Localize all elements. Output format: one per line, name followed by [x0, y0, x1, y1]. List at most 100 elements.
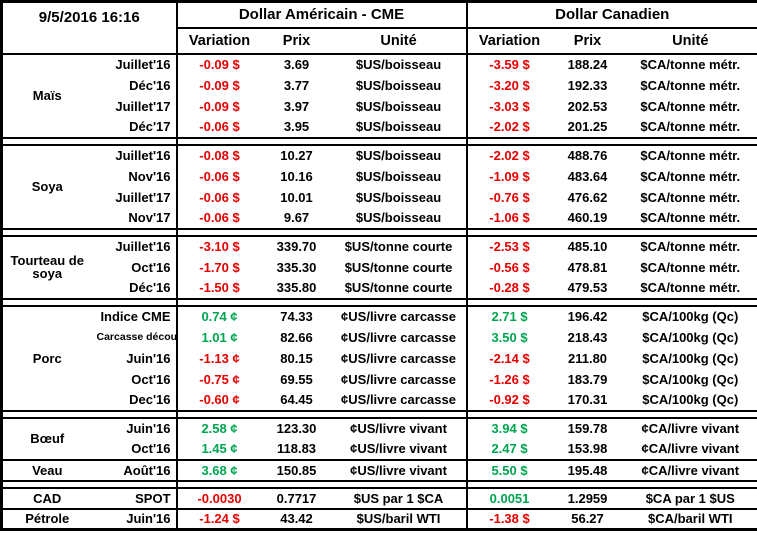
- ca-variation-value: 2.71 $: [465, 304, 552, 327]
- us-variation-value: -0.09 $: [175, 95, 262, 117]
- us-variation-value: 2.58 ¢: [175, 416, 262, 439]
- table-row: CAD SPOT -0.0030 0.7717 $US par 1 $CA 0.0051 1…: [1, 486, 757, 510]
- us-price-value: 123.30: [261, 416, 332, 439]
- group-separator: [2, 228, 757, 236]
- ca-price-value: 153.98: [551, 438, 624, 461]
- us-unit-label: $US/boisseau: [355, 98, 442, 114]
- us-unit-label: $US/boisseau: [331, 207, 467, 230]
- us-unit-label: ¢US/livre carcasse: [341, 350, 456, 366]
- us-price-value: 69.55: [280, 371, 313, 387]
- us-unit-label: ¢US/livre vivant: [331, 458, 467, 482]
- ca-price-value: 488.76: [551, 143, 624, 166]
- contract-month: Oct'16: [131, 259, 171, 275]
- contract-month: Juin'16: [91, 507, 177, 531]
- ca-unit-label: $CA/100kg (Qc): [623, 389, 757, 412]
- us-variation-value: -0.06 $: [175, 116, 262, 139]
- ca-price-value: 211.80: [567, 350, 608, 366]
- ca-price-value: 192.33: [567, 77, 608, 93]
- us-variation-value: -0.06 $: [175, 207, 262, 230]
- us-variation-value: -1.13 ¢: [175, 347, 262, 369]
- ca-variation-value: -2.53 $: [465, 234, 552, 257]
- us-price-value: 339.70: [261, 234, 332, 257]
- ca-price-value: 202.53: [567, 98, 608, 114]
- us-variation-value: -1.70 $: [175, 256, 262, 278]
- us-unit-label: $US/boisseau: [355, 77, 442, 93]
- ca-price-value: 196.42: [551, 304, 624, 327]
- ca-variation-value: -0.28 $: [465, 277, 552, 300]
- us-unit-label: $US/boisseau: [331, 116, 467, 139]
- separator-cell: [175, 137, 467, 145]
- category-label: Soya: [1, 143, 92, 230]
- ca-unit-label: $CA/100kg (Qc): [642, 350, 739, 366]
- ca-variation-value: -2.02 $: [465, 116, 552, 139]
- contract-month: Déc'16: [91, 277, 177, 300]
- ca-unit-label: $CA par 1 $US: [623, 486, 757, 510]
- ca-unit-label: $CA/tonne métr.: [623, 234, 757, 257]
- ca-section-title: Dollar Canadien: [465, 1, 757, 29]
- us-price-value: 74.33: [261, 304, 332, 327]
- us-variation-value: 1.45 ¢: [175, 438, 262, 461]
- us-unit-label: ¢US/livre vivant: [331, 416, 467, 439]
- header-row-sections: 9/5/2016 16:16 Dollar Américain - CME Do…: [2, 1, 757, 29]
- table-row: Déc'16 -1.50 $335.80 $US/tonne courte -0.28…: [2, 277, 757, 300]
- ca-unit-label: $CA/tonne métr.: [623, 207, 757, 230]
- ca-variation-value: -0.56 $: [465, 256, 552, 278]
- category-label: Pétrole: [1, 507, 92, 531]
- separator-cell: [2, 481, 177, 488]
- contract-month: Juin'16: [91, 416, 177, 439]
- ca-price-value: 460.19: [551, 207, 624, 230]
- ca-unit-label: $CA/tonne métr.: [640, 259, 741, 275]
- us-price-value: 3.95: [261, 116, 332, 139]
- ca-price-value: 218.43: [567, 329, 608, 345]
- us-unit-label: ¢US/livre carcasse: [331, 389, 467, 412]
- ca-variation-value: -0.76 $: [465, 186, 552, 208]
- us-variation-value: -1.24 $: [175, 507, 262, 531]
- ca-unit-label: $CA/100kg (Qc): [623, 304, 757, 327]
- us-price-value: 335.30: [276, 259, 317, 275]
- ca-variation-value: 2.47 $: [465, 438, 552, 461]
- ca-unit-label: $CA/tonne métr.: [623, 143, 757, 166]
- us-unit-label: $US/boisseau: [331, 52, 467, 75]
- table-row: Pétrole Juin'16 -1.24 $43.42 $US/baril WTI -…: [1, 507, 757, 531]
- table-row: Maïs Juillet'16 -0.09 $3.69 $US/boisseau -3.…: [1, 52, 757, 139]
- us-variation-value: -0.06 $: [175, 165, 262, 187]
- ca-variation-value: -1.06 $: [465, 207, 552, 230]
- us-variation-value: -0.08 $: [175, 143, 262, 166]
- ca-price-value: 201.25: [551, 116, 624, 139]
- table-row: Bœuf Juin'16 2.58 ¢ 123.30 ¢US/livre vivant 3…: [1, 416, 757, 461]
- group-separator: [2, 480, 757, 488]
- ca-unit-label: $CA/100kg (Qc): [642, 371, 739, 387]
- group-separator: [2, 298, 757, 306]
- ca-variation-value: 5.50 $: [465, 458, 552, 482]
- us-variation-value: -3.10 $: [175, 234, 262, 257]
- separator-cell: [2, 411, 177, 418]
- ca-variation-value: -2.02 $: [465, 143, 552, 166]
- us-unit-label: ¢US/livre carcasse: [331, 304, 467, 327]
- table-row: Déc'17 -0.06 $3.95 $US/boisseau -2.02 $201.…: [2, 116, 757, 139]
- separator-cell: [465, 298, 757, 306]
- contract-month: Oct'16: [131, 371, 171, 387]
- ca-price-value: 159.78: [551, 416, 624, 439]
- ca-price-value: 56.27: [551, 507, 624, 531]
- category-label: Porc: [1, 304, 92, 412]
- table-row: Juillet'17 -0.09 $ 3.97 $US/boisseau -3.03 $…: [2, 95, 757, 117]
- ca-variation-value: -0.92 $: [465, 389, 552, 412]
- contract-month: Dec'16: [91, 389, 177, 412]
- ca-variation-value: -1.38 $: [465, 507, 552, 531]
- us-unit-label: ¢US/livre carcasse: [341, 329, 456, 345]
- ca-unit-label: $CA/baril WTI: [623, 507, 757, 531]
- table-row: Soya Juillet'16 -0.08 $10.27 $US/boisseau -2…: [1, 143, 757, 230]
- table-row: Carcasse découpée1.01 ¢ 82.66 ¢US/livre ca…: [2, 326, 757, 348]
- ca-price-value: 195.48: [551, 458, 624, 482]
- us-price-value: 3.69: [261, 52, 332, 75]
- us-variation-header: Variation: [175, 27, 262, 55]
- contract-month: Juillet'17: [115, 98, 171, 114]
- ca-unit-label: ¢CA/livre vivant: [623, 416, 757, 439]
- separator-cell: [175, 228, 467, 236]
- report-timestamp: 9/5/2016 16:16: [38, 9, 140, 26]
- us-variation-value: 1.01 ¢: [175, 326, 262, 348]
- us-unit-label: ¢US/livre carcasse: [341, 371, 456, 387]
- contract-month: Juillet'16: [91, 234, 177, 257]
- us-price-value: 43.42: [261, 507, 332, 531]
- table-row: Oct'16 -0.75 ¢ 69.55 ¢US/livre carcasse -1.2…: [2, 368, 757, 390]
